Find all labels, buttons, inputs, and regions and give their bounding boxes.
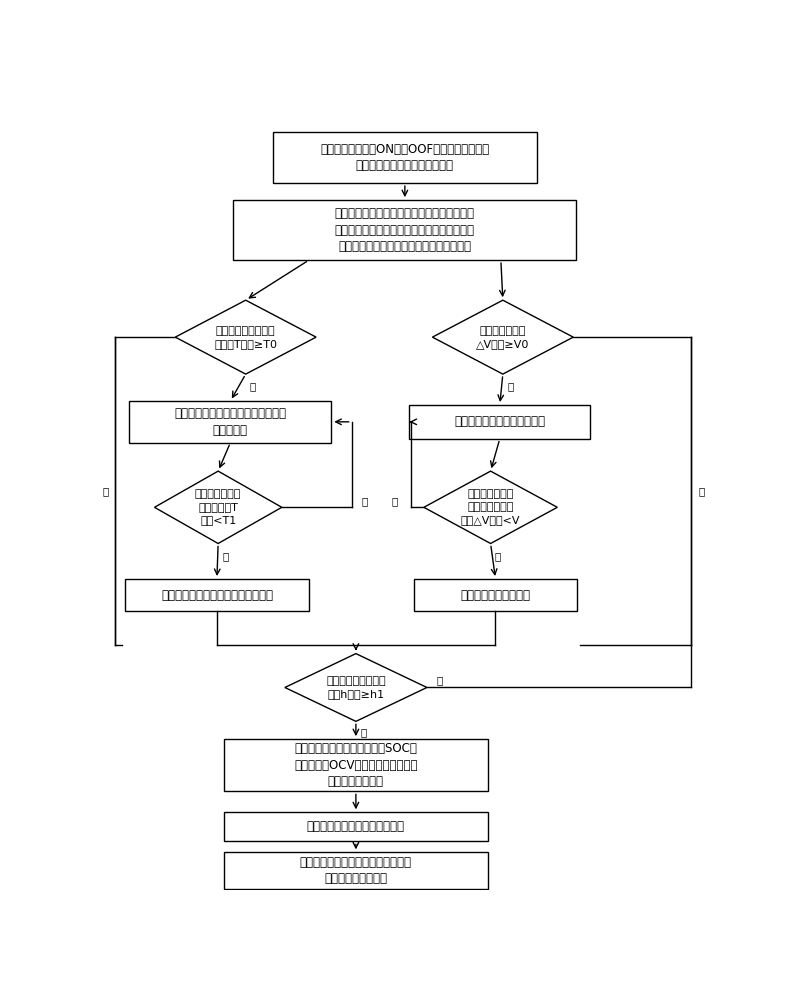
Text: 电池的单体压差
△V是否≥V0: 电池的单体压差 △V是否≥V0 bbox=[476, 326, 529, 349]
Text: 电源管理模块控制二号开关断开，二
号供电回路随即断电: 电源管理模块控制二号开关断开，二 号供电回路随即断电 bbox=[300, 856, 412, 886]
Polygon shape bbox=[155, 471, 282, 544]
Text: 是: 是 bbox=[495, 551, 501, 561]
Text: 是: 是 bbox=[507, 381, 514, 391]
Text: 否: 否 bbox=[103, 486, 109, 496]
Polygon shape bbox=[175, 300, 316, 374]
Text: 电源管理模块对电池进行均衡: 电源管理模块对电池进行均衡 bbox=[454, 415, 545, 428]
Bar bbox=[273, 132, 536, 183]
Polygon shape bbox=[432, 300, 574, 374]
Text: 电源管理模块停止均衡: 电源管理模块停止均衡 bbox=[461, 589, 531, 602]
Text: 电源管理模块检测电
池温度T是否≥T0: 电源管理模块检测电 池温度T是否≥T0 bbox=[214, 326, 277, 349]
Text: 电源管理模块检
测单体电压最大
压差△V是否<V: 电源管理模块检 测单体电压最大 压差△V是否<V bbox=[461, 490, 521, 525]
Polygon shape bbox=[424, 471, 557, 544]
Text: 是: 是 bbox=[250, 381, 256, 391]
Bar bbox=[224, 739, 487, 791]
Text: 由电源管理模块对电池动进行SOC值
校正，记录OCV曲线、内阻、绝缘阻
值的相关性能参数: 由电源管理模块对电池动进行SOC值 校正，记录OCV曲线、内阻、绝缘阻 值的相关… bbox=[294, 742, 418, 788]
Bar bbox=[125, 579, 309, 611]
Bar bbox=[234, 200, 577, 260]
Text: 是: 是 bbox=[222, 551, 228, 561]
Text: 是: 是 bbox=[360, 727, 367, 737]
Text: 数据都由电源管理模块保存记录: 数据都由电源管理模块保存记录 bbox=[307, 820, 405, 833]
Text: 电源管理模块判断高压，整车控制模块通过钥
匙开关模块来控制一号开关和三号开关都断开
；而电源管理模块则继续控制二号开关闭合: 电源管理模块判断高压，整车控制模块通过钥 匙开关模块来控制一号开关和三号开关都断… bbox=[335, 207, 475, 253]
Text: 否: 否 bbox=[391, 496, 397, 506]
Text: 电源管理模块检
测电池温度T
是否<T1: 电源管理模块检 测电池温度T 是否<T1 bbox=[195, 490, 241, 525]
Bar bbox=[415, 579, 577, 611]
Text: 否: 否 bbox=[436, 675, 442, 685]
Text: 当钥匙开关模块由ON挡至OOF挡，整车控制模块
和电源管理模块检测到熄火指令: 当钥匙开关模块由ON挡至OOF挡，整车控制模块 和电源管理模块检测到熄火指令 bbox=[320, 143, 490, 172]
Text: 电源管理模块控制散热机构停止散热: 电源管理模块控制散热机构停止散热 bbox=[161, 589, 273, 602]
Bar bbox=[409, 405, 590, 439]
Text: 否: 否 bbox=[362, 496, 368, 506]
Bar bbox=[224, 852, 487, 889]
Text: 源管理模块控制低压负载的散热单元
给电池散热: 源管理模块控制低压负载的散热单元 给电池散热 bbox=[175, 407, 287, 437]
Text: 否: 否 bbox=[699, 486, 705, 496]
Bar bbox=[224, 812, 487, 841]
Text: 电源管理模判断静置
时间h是否≥h1: 电源管理模判断静置 时间h是否≥h1 bbox=[326, 676, 386, 699]
Polygon shape bbox=[285, 654, 427, 721]
Bar bbox=[130, 401, 332, 443]
